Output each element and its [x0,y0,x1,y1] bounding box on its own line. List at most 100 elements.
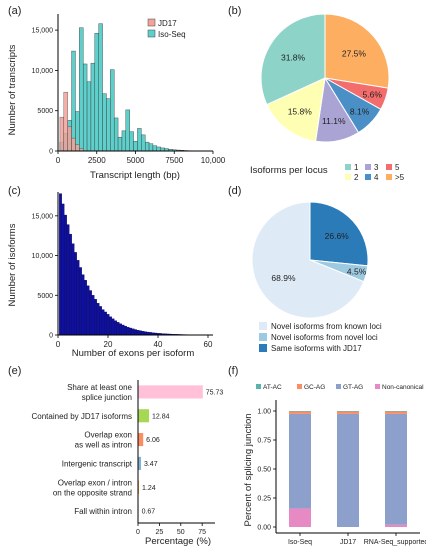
legend-label: 2 [354,173,359,182]
exon-bar [119,323,122,336]
x-tick-label: 25 [155,529,163,536]
legend-swatch-isoseq [147,29,156,38]
pie-slice-label: 26.6% [325,231,350,241]
stacked-segment [337,411,359,414]
isoseq-bar [144,141,150,152]
pie-slice [251,201,365,319]
exon-bar [139,330,142,336]
bar-value-label: 1.24 [142,485,156,492]
panel-f-bars: Iso-Seq JD17 RNA-Seq_supported [288,411,426,546]
x-tick-label: 0 [56,340,61,349]
panel-d-legend: Novel isoforms from known loci Novel isof… [259,322,382,353]
x-tick-label: 50 [177,529,185,536]
isoseq-bar [98,23,103,152]
legend-label: 5 [395,163,400,172]
pie-slice-label: 31.8% [281,52,306,62]
exon-bar [141,331,145,336]
exon-bar [131,328,135,336]
panel-c: (c) Number of isoforms Number of exons p… [7,185,213,359]
stacked-segment [337,413,359,527]
legend-label: 1 [354,163,359,172]
stacked-segment [385,411,407,414]
exon-bar [124,325,127,336]
isoseq-bar [152,145,158,152]
panel-f-ticks: 0.00 0.25 0.50 0.75 1.00 [257,409,276,532]
category-label: as well as intron [75,441,132,450]
isoseq-bar [125,109,130,152]
isoseq-bar [79,27,84,152]
x-tick-label: JD17 [340,539,356,546]
panel-b: (b) 27.5% 5.6% 8.1% 11.1% 15.8% 31.8% Isoform… [228,5,405,182]
legend-label: AT-AC [263,384,282,391]
percentage-bar [138,409,149,423]
stacked-segment [289,413,311,509]
isoseq-bar [90,62,96,152]
panel-b-label: (b) [228,5,241,17]
jd17-bar [59,116,65,152]
isoseq-bar [129,131,134,152]
legend-swatch [365,174,371,180]
pie-slice [309,201,369,267]
exon-bar [96,303,100,336]
legend-label: 4 [374,173,379,182]
legend-label-jd17: JD17 [158,19,177,28]
exon-bar [64,214,67,336]
legend-label-isoseq: Iso-Seq [158,30,186,39]
stacked-segment [385,413,407,525]
legend-swatch [365,164,371,170]
percentage-bar [138,480,140,494]
exon-bar [101,309,105,336]
category-label: Contained by JD17 isoforms [32,412,133,421]
legend-label: Non-canonical [382,384,424,391]
panel-e-ticks: 0 25 50 75 [136,523,206,536]
x-tick-label: 5000 [127,156,145,165]
y-tick-label: 0 [49,149,53,156]
legend-label: Novel isoforms from novel loci [271,333,378,342]
x-tick-label: 40 [154,340,163,349]
bar-value-label: 3.47 [144,461,158,468]
y-tick-label: 0.00 [257,525,271,532]
isoseq-bar [121,130,127,152]
legend-swatch [256,384,261,389]
panel-c-ticks: 0 20 40 60 0 5000 10,000 15,000 [32,213,213,349]
bar-value-label: 12.84 [152,413,170,420]
legend-label: GT-AG [343,384,363,391]
isoseq-bar [102,93,107,152]
stacked-segment [337,411,359,412]
panel-e-xlabel: Percentage (%) [145,536,211,547]
panel-c-xlabel: Number of exons per isoform [72,348,195,359]
y-tick-label: 0.75 [257,438,271,445]
y-tick-label: 1.00 [257,409,271,416]
isoseq-bar [148,143,154,152]
bar-value-label: 6.06 [146,437,160,444]
pie-slice-label: 5.6% [363,89,383,99]
exon-bar [99,306,102,336]
panel-c-label: (c) [8,185,21,197]
panel-e-label: (e) [8,365,21,377]
exon-bar [114,320,117,336]
isoseq-bar [156,146,161,152]
y-tick-label: 0.50 [257,467,271,474]
exon-bar [81,274,85,336]
x-tick-label: 2500 [88,156,106,165]
y-tick-label: 5000 [37,108,53,115]
x-tick-label: RNA-Seq_supported [364,539,426,546]
exon-bar [79,267,82,336]
panel-b-pie: 27.5% 5.6% 8.1% 11.1% 15.8% 31.8% [260,13,390,143]
exon-bar [106,314,110,336]
category-label: Share at least one [67,383,132,392]
panel-f-label: (f) [228,365,238,377]
exon-bar [84,280,87,336]
panel-f-legend: AT-AC GC-AG GT-AG Non-canonical [256,384,424,391]
legend-label: 3 [374,163,379,172]
pie-slice-label: 8.1% [350,106,370,116]
category-label: Intergenic transcript [62,459,133,468]
exon-bar [126,326,130,336]
exon-bar [76,260,80,336]
legend-swatch [386,164,392,170]
category-label: Overlap exon [84,431,132,440]
panel-a-legend: JD17 Iso-Seq [147,18,186,39]
category-label: Fall within intron [74,507,132,516]
